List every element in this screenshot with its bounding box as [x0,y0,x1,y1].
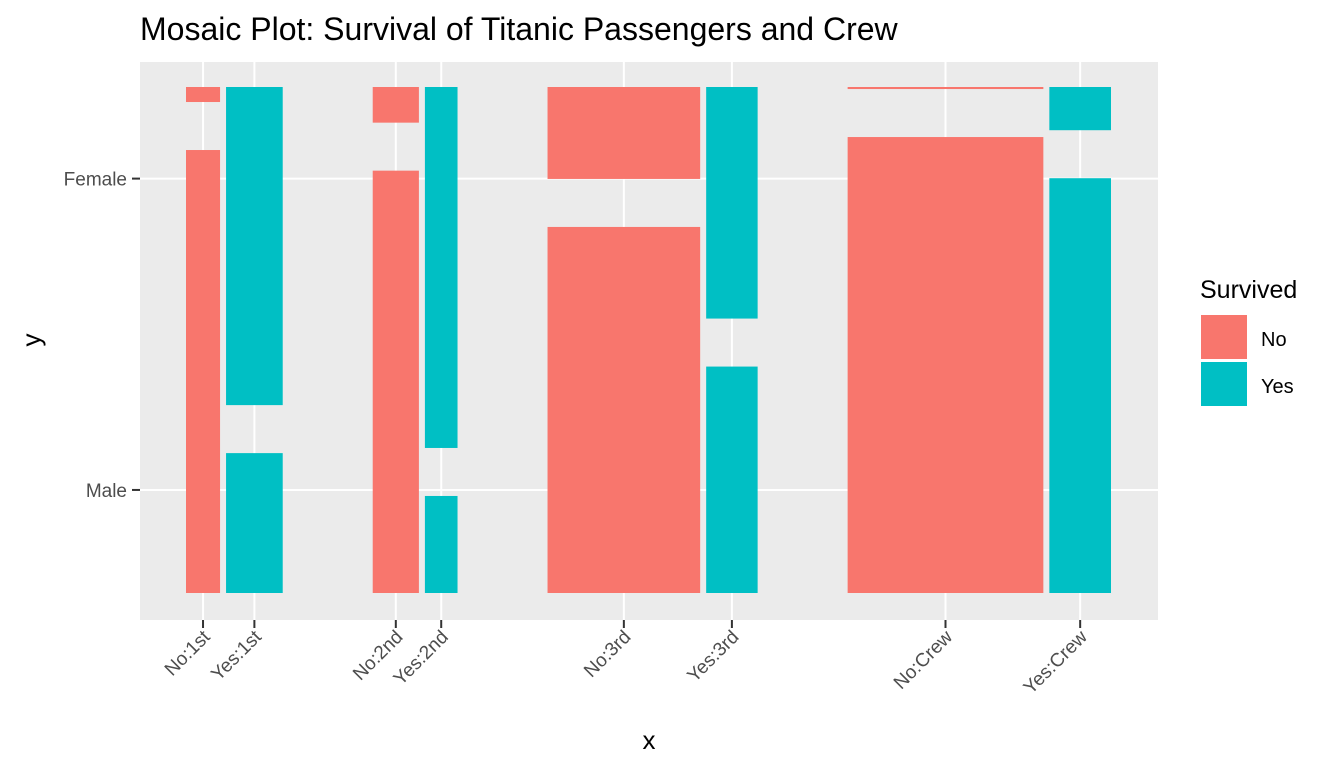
tile-no-1st-male [186,150,221,593]
legend-key-yes [1201,362,1247,406]
y-tick-label: Male [86,481,127,502]
y-tick-label: Female [64,170,127,191]
tile-yes-crew-male [1049,178,1111,593]
tile-no-1st-female [186,87,221,103]
tile-no-3rd-male [547,226,701,594]
x-tick-label: Yes:3rd [684,627,744,687]
legend-key-no [1201,315,1247,359]
tile-yes-1st-female [226,87,283,406]
x-tick-label: No:Crew [890,626,957,693]
x-tick-label: Yes:1st [207,626,266,685]
legend: Survived No Yes [1200,276,1297,406]
legend-label-no: No [1261,329,1287,351]
x-tick-label: No:3rd [580,627,635,682]
legend-label-yes: Yes [1261,376,1294,398]
x-tick-label: Yes:Crew [1020,626,1092,698]
tile-no-2nd-female [372,87,419,123]
tile-no-3rd-female [547,87,701,179]
tile-yes-1st-male [226,453,283,593]
tile-no-crew-male [847,137,1044,593]
tile-no-crew-female [847,87,1044,90]
tile-yes-3rd-female [706,87,758,319]
tile-yes-3rd-male [706,366,758,593]
x-tick-label: No:1st [161,626,215,680]
tile-yes-crew-female [1049,87,1111,131]
x-axis-title: x [643,725,656,755]
chart-title: Mosaic Plot: Survival of Titanic Passeng… [140,11,899,47]
tile-yes-2nd-female [424,87,458,448]
mosaic-tiles [186,87,1111,594]
tile-no-2nd-male [372,170,419,593]
tile-yes-2nd-male [424,495,458,593]
y-axis-title: y [16,334,46,347]
legend-title: Survived [1200,276,1297,304]
